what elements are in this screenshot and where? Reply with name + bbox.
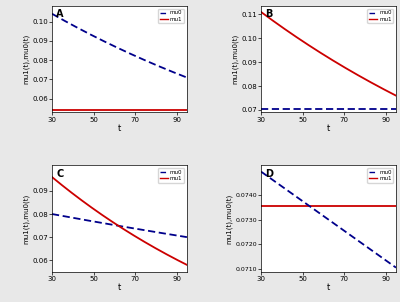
Y-axis label: mu1(t),mu0(t): mu1(t),mu0(t) bbox=[232, 34, 238, 84]
Text: A: A bbox=[56, 9, 64, 19]
X-axis label: t: t bbox=[118, 283, 121, 292]
X-axis label: t: t bbox=[327, 124, 330, 133]
Y-axis label: mu1(t),mu0(t): mu1(t),mu0(t) bbox=[23, 34, 29, 84]
Text: B: B bbox=[265, 9, 272, 19]
X-axis label: t: t bbox=[327, 283, 330, 292]
Legend: mu0, mu1: mu0, mu1 bbox=[367, 168, 393, 183]
Legend: mu0, mu1: mu0, mu1 bbox=[158, 168, 184, 183]
X-axis label: t: t bbox=[118, 124, 121, 133]
Legend: mu0, mu1: mu0, mu1 bbox=[158, 9, 184, 23]
Text: C: C bbox=[56, 169, 63, 179]
Y-axis label: mu1(t),mu0(t): mu1(t),mu0(t) bbox=[23, 194, 29, 244]
Y-axis label: mu1(t),mu0(t): mu1(t),mu0(t) bbox=[226, 194, 232, 244]
Legend: mu0, mu1: mu0, mu1 bbox=[367, 9, 393, 23]
Text: D: D bbox=[265, 169, 273, 179]
